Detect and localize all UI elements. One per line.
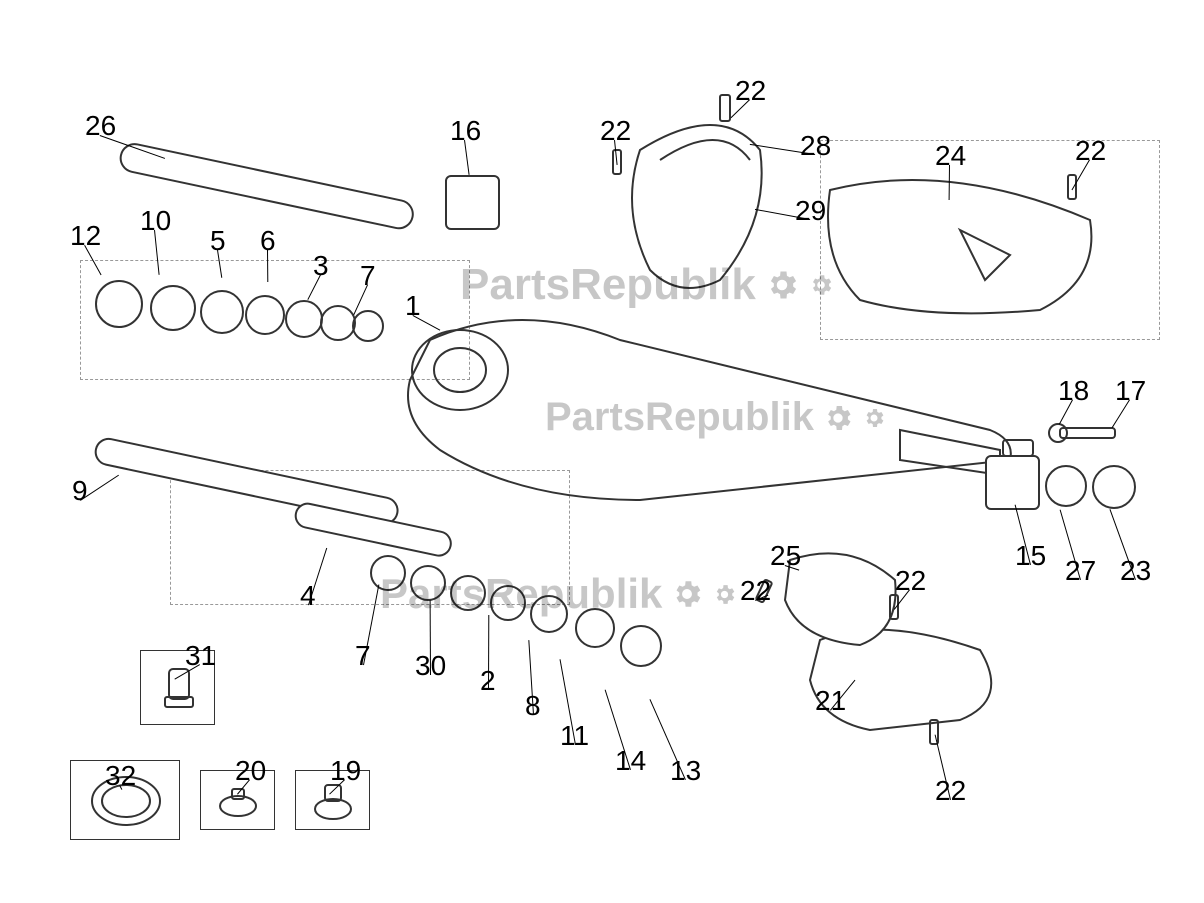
part-block-16 xyxy=(445,175,500,230)
callout-25: 25 xyxy=(770,540,801,572)
callout-19: 19 xyxy=(330,755,361,787)
gear-icon xyxy=(712,582,737,607)
gear-icon xyxy=(670,577,704,611)
callout-6: 6 xyxy=(260,225,276,257)
callout-15: 15 xyxy=(1015,540,1046,572)
ring-12 xyxy=(95,280,143,328)
ring-23 xyxy=(1092,465,1136,509)
callout-3: 3 xyxy=(313,250,329,282)
callout-31: 31 xyxy=(185,640,216,672)
gear-icon xyxy=(764,267,800,303)
callout-9: 9 xyxy=(72,475,88,507)
gear-icon xyxy=(808,272,834,298)
callout-17: 17 xyxy=(1115,375,1146,407)
ring-13 xyxy=(620,625,662,667)
callout-23: 23 xyxy=(1120,555,1151,587)
gear-icon xyxy=(822,402,854,434)
callout-26: 26 xyxy=(85,110,116,142)
callout-32: 32 xyxy=(105,760,136,792)
ring-7a xyxy=(320,305,356,341)
ring-27 xyxy=(1045,465,1087,507)
callout-20: 20 xyxy=(235,755,266,787)
callout-11: 11 xyxy=(560,720,589,752)
callout-22: 22 xyxy=(740,575,771,607)
callout-27: 27 xyxy=(1065,555,1096,587)
ring-3 xyxy=(285,300,323,338)
callout-24: 24 xyxy=(935,140,966,172)
callout-4: 4 xyxy=(300,580,316,612)
callout-22: 22 xyxy=(600,115,631,147)
callout-13: 13 xyxy=(670,755,701,787)
callout-7: 7 xyxy=(355,640,371,672)
watermark-3: PartsRepublik xyxy=(380,570,737,618)
watermark-text: PartsRepublik xyxy=(545,395,814,440)
callout-28: 28 xyxy=(800,130,831,162)
ring-6 xyxy=(245,295,285,335)
callout-8: 8 xyxy=(525,690,541,722)
ring-1 xyxy=(352,310,384,342)
callout-5: 5 xyxy=(210,225,226,257)
callout-2: 2 xyxy=(480,665,496,697)
callout-22: 22 xyxy=(735,75,766,107)
callout-12: 12 xyxy=(70,220,101,252)
callout-16: 16 xyxy=(450,115,481,147)
ring-10 xyxy=(150,285,196,331)
callout-1: 1 xyxy=(405,290,421,322)
callout-30: 30 xyxy=(415,650,446,682)
callout-22: 22 xyxy=(1075,135,1106,167)
callout-22: 22 xyxy=(895,565,926,597)
callout-18: 18 xyxy=(1058,375,1089,407)
callout-22: 22 xyxy=(935,775,966,807)
callout-21: 21 xyxy=(815,685,846,717)
part-block-15 xyxy=(985,455,1040,510)
callout-10: 10 xyxy=(140,205,171,237)
callout-7: 7 xyxy=(360,260,376,292)
watermark-text: PartsRepublik xyxy=(460,260,756,310)
watermark-1: PartsRepublik xyxy=(460,260,834,310)
gear-icon xyxy=(862,406,886,430)
watermark-text: PartsRepublik xyxy=(380,570,662,618)
watermark-2: PartsRepublik xyxy=(545,395,886,440)
callout-29: 29 xyxy=(795,195,826,227)
ring-5 xyxy=(200,290,244,334)
callout-14: 14 xyxy=(615,745,646,777)
